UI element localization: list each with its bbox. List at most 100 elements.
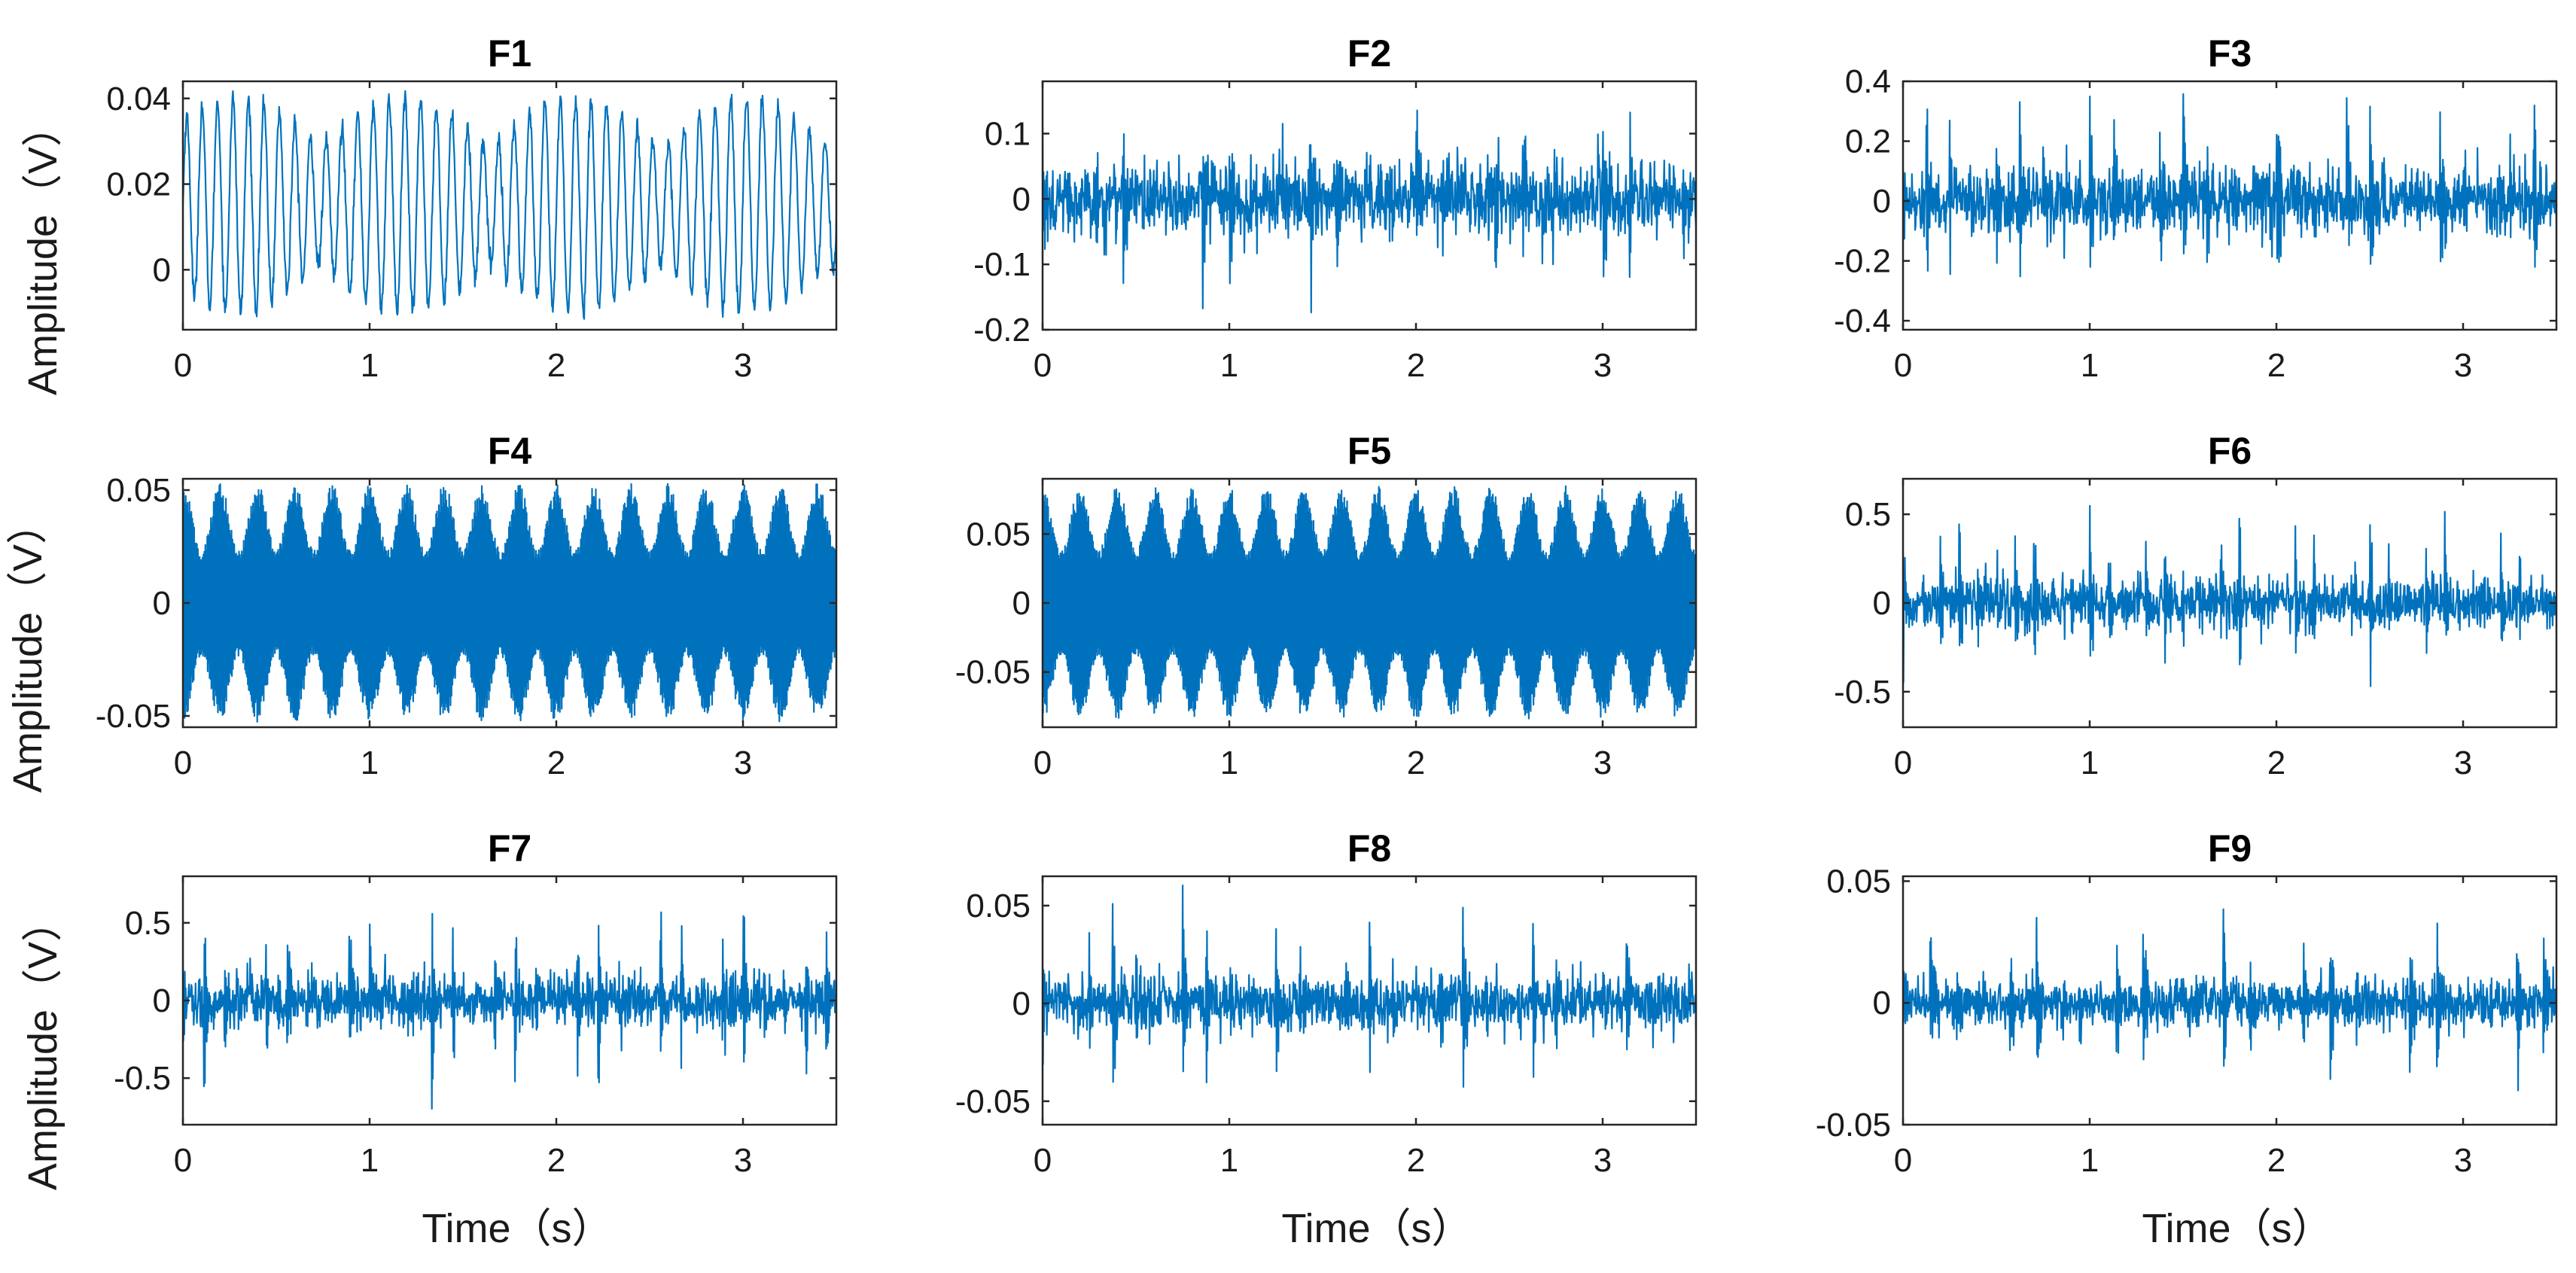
- subplot-title: F1: [488, 32, 531, 75]
- y-tick-label: -0.05: [96, 698, 171, 735]
- x-tick-label: 3: [2454, 1142, 2472, 1179]
- subplot-title: F3: [2208, 32, 2252, 75]
- y-axis-label: Amplitude（V）: [5, 504, 50, 793]
- x-tick-label: 1: [2081, 347, 2099, 384]
- y-tick-label: -0.5: [114, 1060, 171, 1097]
- series-line-f6: [1903, 504, 2556, 687]
- y-tick-label: 0.05: [106, 472, 171, 509]
- x-tick-label: 0: [1034, 347, 1052, 384]
- y-tick-label: 0.05: [966, 888, 1031, 924]
- x-tick-label: 0: [1894, 347, 1912, 384]
- subplot-f6: 0 1 2 3-0.500.5F6: [1834, 430, 2558, 781]
- y-tick-label: 0.4: [1845, 63, 1891, 100]
- x-tick-label: 2: [1407, 1142, 1425, 1179]
- y-tick-label: 0: [153, 585, 171, 622]
- x-axis-label: Time（s）: [1282, 1206, 1472, 1251]
- subplot-f7: 0 1 2 3 -0.5 0 0.5 F7 Amplitude（V） Time（s）: [20, 827, 838, 1251]
- x-tick-label: 0: [174, 1142, 192, 1179]
- x-tick-label: 3: [1594, 347, 1612, 384]
- x-tick-label: 2: [1407, 347, 1425, 384]
- y-tick-label: 0: [153, 982, 171, 1019]
- series-line-f4: [183, 483, 836, 723]
- x-axis-label: Time（s）: [2142, 1206, 2333, 1251]
- y-tick-label: -0.2: [1834, 243, 1891, 280]
- axes-frame: [1041, 80, 1698, 331]
- subplot-f3: 0 1 2 3 -0.4 -0.2 0 0.2 0.4 F3: [1834, 32, 2558, 384]
- x-axis-label: Time（s）: [422, 1206, 613, 1251]
- y-tick-label: 0: [1873, 985, 1891, 1022]
- y-tick-label: 0.05: [966, 516, 1031, 553]
- y-tick-label: 0.2: [1845, 123, 1891, 160]
- x-tick-label: 1: [2081, 1142, 2099, 1179]
- y-tick-label: 0: [1012, 585, 1031, 622]
- x-tick-label: 3: [2454, 745, 2472, 781]
- y-tick-label: 0: [1012, 985, 1031, 1022]
- subplot-title: F5: [1347, 430, 1391, 472]
- y-tick-label: 0.02: [106, 166, 171, 203]
- x-tick-label: 3: [734, 1142, 752, 1179]
- x-tick-label: 3: [2454, 347, 2472, 384]
- subplot-title: F8: [1347, 827, 1391, 869]
- y-axis-label: Amplitude（V）: [20, 901, 65, 1190]
- subplot-title: F9: [2208, 827, 2252, 869]
- subplot-f1: 0 1 2 3 0 0.02 0.04 F1 Amplitude（V）: [20, 32, 838, 395]
- y-tick-label: 0: [153, 251, 171, 288]
- x-tick-label: 2: [547, 745, 565, 781]
- series-line-f5: [1043, 485, 1696, 720]
- axes-frame: [181, 80, 838, 331]
- y-tick-label: -0.1: [973, 246, 1031, 283]
- x-tick-label: 2: [2267, 1142, 2285, 1179]
- y-tick-label: -0.05: [955, 654, 1031, 691]
- x-tick-label: 3: [734, 745, 752, 781]
- series-line-f7: [183, 911, 836, 1110]
- axes-frame: [1902, 875, 2558, 1126]
- x-tick-label: 1: [1220, 347, 1238, 384]
- x-tick-label: 0: [1034, 745, 1052, 781]
- x-tick-label: 3: [1594, 745, 1612, 781]
- axes-frame: [1902, 80, 2558, 331]
- y-tick-label: -0.5: [1834, 674, 1891, 711]
- y-tick-label: -0.05: [1816, 1107, 1891, 1144]
- x-tick-label: 0: [1894, 1142, 1912, 1179]
- x-tick-label: 0: [1894, 745, 1912, 781]
- x-tick-label: 3: [1594, 1142, 1612, 1179]
- subplot-title: F7: [488, 827, 531, 869]
- subplot-title: F4: [488, 430, 532, 472]
- x-tick-label: 0: [174, 347, 192, 384]
- series-line-f8: [1043, 885, 1696, 1088]
- series-line-f3: [1903, 93, 2556, 278]
- subplot-f2: 0 1 2 3 -0.2 -0.1 0 0.1 F2: [973, 32, 1698, 384]
- series-line-f9: [1903, 908, 2556, 1092]
- subplot-title: F6: [2208, 430, 2252, 472]
- subplot-title: F2: [1347, 32, 1391, 75]
- x-tick-label: 0: [1034, 1142, 1052, 1179]
- y-axis-label: Amplitude（V）: [20, 106, 65, 395]
- x-tick-label: 1: [361, 347, 379, 384]
- x-tick-label: 1: [361, 1142, 379, 1179]
- x-tick-label: 0: [174, 745, 192, 781]
- y-tick-label: 0: [1873, 585, 1891, 622]
- x-tick-label: 2: [1407, 745, 1425, 781]
- x-tick-label: 2: [2267, 347, 2285, 384]
- y-tick-label: -0.2: [973, 312, 1031, 349]
- y-tick-label: 0.1: [985, 115, 1031, 152]
- x-tick-label: 2: [547, 347, 565, 384]
- axes-frame: [1041, 875, 1698, 1126]
- y-tick-label: 0.5: [125, 905, 171, 942]
- x-tick-label: 1: [2081, 745, 2099, 781]
- y-tick-label: 0.04: [106, 81, 171, 117]
- x-tick-label: 1: [1220, 1142, 1238, 1179]
- subplot-f5: 0 1 2 3 -0.05 0 0.05 F5: [955, 430, 1698, 781]
- y-tick-label: 0: [1012, 181, 1031, 218]
- x-tick-label: 1: [1220, 745, 1238, 781]
- y-tick-label: 0.5: [1845, 496, 1891, 533]
- x-tick-label: 2: [547, 1142, 565, 1179]
- y-tick-label: -0.05: [955, 1083, 1031, 1120]
- y-tick-label: 0.05: [1826, 863, 1891, 900]
- series-line-f2: [1043, 109, 1696, 314]
- x-tick-label: 1: [361, 745, 379, 781]
